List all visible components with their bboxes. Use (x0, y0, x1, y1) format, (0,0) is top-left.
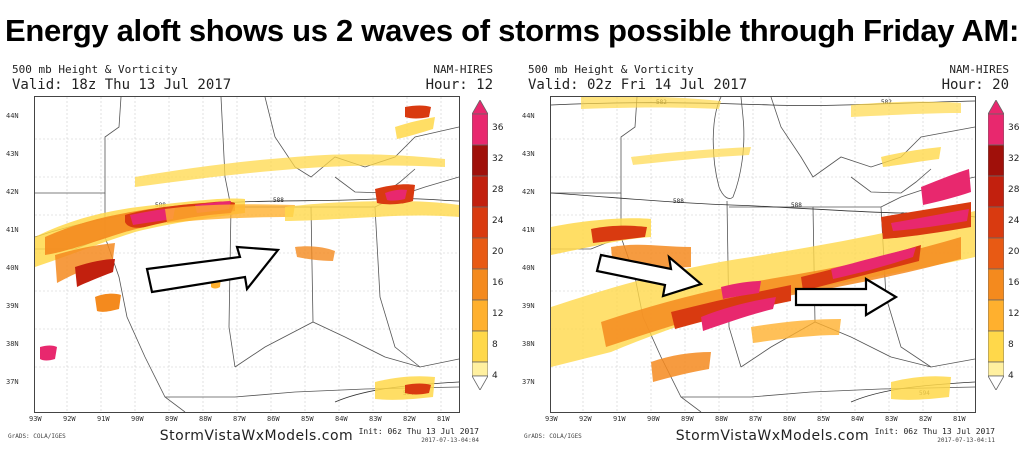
panel-title: 500 mb Height & Vorticity (528, 63, 694, 76)
valid-time: Valid: 02z Fri 14 Jul 2017 (528, 77, 748, 93)
lon-label: 87W (233, 415, 246, 423)
lon-label: 89W (165, 415, 178, 423)
lat-label: 42N (522, 188, 535, 196)
website-credit: StormVistaWxModels.com (159, 428, 354, 444)
lat-label: 40N (6, 264, 19, 272)
lat-label: 44N (522, 112, 535, 120)
init-time: Init: 06z Thu 13 Jul 2017 (874, 427, 995, 436)
colorbar-label: 16 (492, 278, 504, 288)
colorbar-label: 32 (1008, 154, 1020, 164)
forecast-hour: Hour: 20 (941, 77, 1009, 93)
valid-time: Valid: 18z Thu 13 Jul 2017 (12, 77, 232, 93)
lat-label: 43N (6, 150, 19, 158)
lon-label: 85W (817, 415, 830, 423)
lon-label: 86W (267, 415, 280, 423)
lon-label: 83W (369, 415, 382, 423)
lon-label: 83W (885, 415, 898, 423)
lon-label: 81W (953, 415, 966, 423)
storm-wave-arrow (145, 245, 281, 294)
headline: Energy aloft shows us 2 waves of storms … (5, 13, 1019, 48)
colorbar-label: 20 (492, 247, 504, 257)
timestamp: 2017-07-13-04:04 (421, 437, 479, 444)
init-time: Init: 06z Thu 13 Jul 2017 (358, 427, 479, 436)
lon-label: 90W (131, 415, 144, 423)
colorbar (472, 100, 488, 390)
lon-label: 93W (29, 415, 42, 423)
colorbar-label: 32 (492, 154, 504, 164)
lon-label: 87W (749, 415, 762, 423)
lon-label: 88W (715, 415, 728, 423)
lat-label: 44N (6, 112, 19, 120)
lat-label: 42N (6, 188, 19, 196)
colorbar-label: 24 (1008, 216, 1020, 226)
lat-label: 43N (522, 150, 535, 158)
lon-label: 85W (301, 415, 314, 423)
colorbar-label: 4 (1008, 371, 1014, 381)
lat-label: 38N (522, 340, 535, 348)
vorticity-field (35, 105, 459, 400)
contour-label: 588 (273, 197, 284, 204)
colorbar-label: 12 (492, 309, 504, 319)
lon-label: 89W (681, 415, 694, 423)
colorbar-label: 8 (492, 340, 498, 350)
lat-label: 41N (6, 226, 19, 234)
map-canvas: 588 588 588 594 (35, 97, 459, 412)
map-panel-hour-20: 500 mb Height & Vorticity Valid: 02z Fri… (520, 60, 1024, 455)
lon-label: 84W (335, 415, 348, 423)
lon-label: 91W (97, 415, 110, 423)
lat-label: 38N (6, 340, 19, 348)
grads-credit: GrADS: COLA/IGES (8, 433, 66, 440)
colorbar-label: 28 (1008, 185, 1020, 195)
website-credit: StormVistaWxModels.com (675, 428, 870, 444)
map-canvas: 582 582 588 588 588 594 (551, 97, 975, 412)
colorbar-label: 36 (1008, 123, 1020, 133)
lon-label: 93W (545, 415, 558, 423)
lon-label: 88W (199, 415, 212, 423)
lon-label: 91W (613, 415, 626, 423)
vorticity-map: 588 588 588 594 (34, 96, 460, 413)
colorbar-label: 4 (492, 371, 498, 381)
colorbar-label: 36 (492, 123, 504, 133)
contour-label: 588 (791, 202, 802, 209)
lon-label: 86W (783, 415, 796, 423)
storm-wave-arrow (595, 253, 704, 298)
colorbar-label: 28 (492, 185, 504, 195)
lat-label: 37N (6, 378, 19, 386)
colorbar-label: 20 (1008, 247, 1020, 257)
lon-label: 82W (919, 415, 932, 423)
lat-label: 40N (522, 264, 535, 272)
model-name: NAM-HIRES (949, 63, 1009, 76)
vorticity-field (551, 97, 975, 400)
colorbar-label: 8 (1008, 340, 1014, 350)
colorbar-label: 24 (492, 216, 504, 226)
lat-label: 39N (522, 302, 535, 310)
lat-label: 39N (6, 302, 19, 310)
lon-label: 90W (647, 415, 660, 423)
colorbar-label: 16 (1008, 278, 1020, 288)
lon-label: 92W (63, 415, 76, 423)
forecast-hour: Hour: 12 (425, 77, 493, 93)
lon-label: 81W (437, 415, 450, 423)
lat-label: 37N (522, 378, 535, 386)
lon-label: 92W (579, 415, 592, 423)
timestamp: 2017-07-13-04:11 (937, 437, 995, 444)
vorticity-map: 582 582 588 588 588 594 (550, 96, 976, 413)
lat-label: 41N (522, 226, 535, 234)
colorbar (988, 100, 1004, 390)
lon-label: 84W (851, 415, 864, 423)
model-name: NAM-HIRES (433, 63, 493, 76)
map-panel-hour-12: 500 mb Height & Vorticity Valid: 18z Thu… (4, 60, 509, 455)
grads-credit: GrADS: COLA/IGES (524, 433, 582, 440)
storm-wave-arrow (794, 277, 899, 317)
colorbar-label: 12 (1008, 309, 1020, 319)
contour-label: 588 (673, 198, 684, 205)
panel-title: 500 mb Height & Vorticity (12, 63, 178, 76)
lon-label: 82W (403, 415, 416, 423)
